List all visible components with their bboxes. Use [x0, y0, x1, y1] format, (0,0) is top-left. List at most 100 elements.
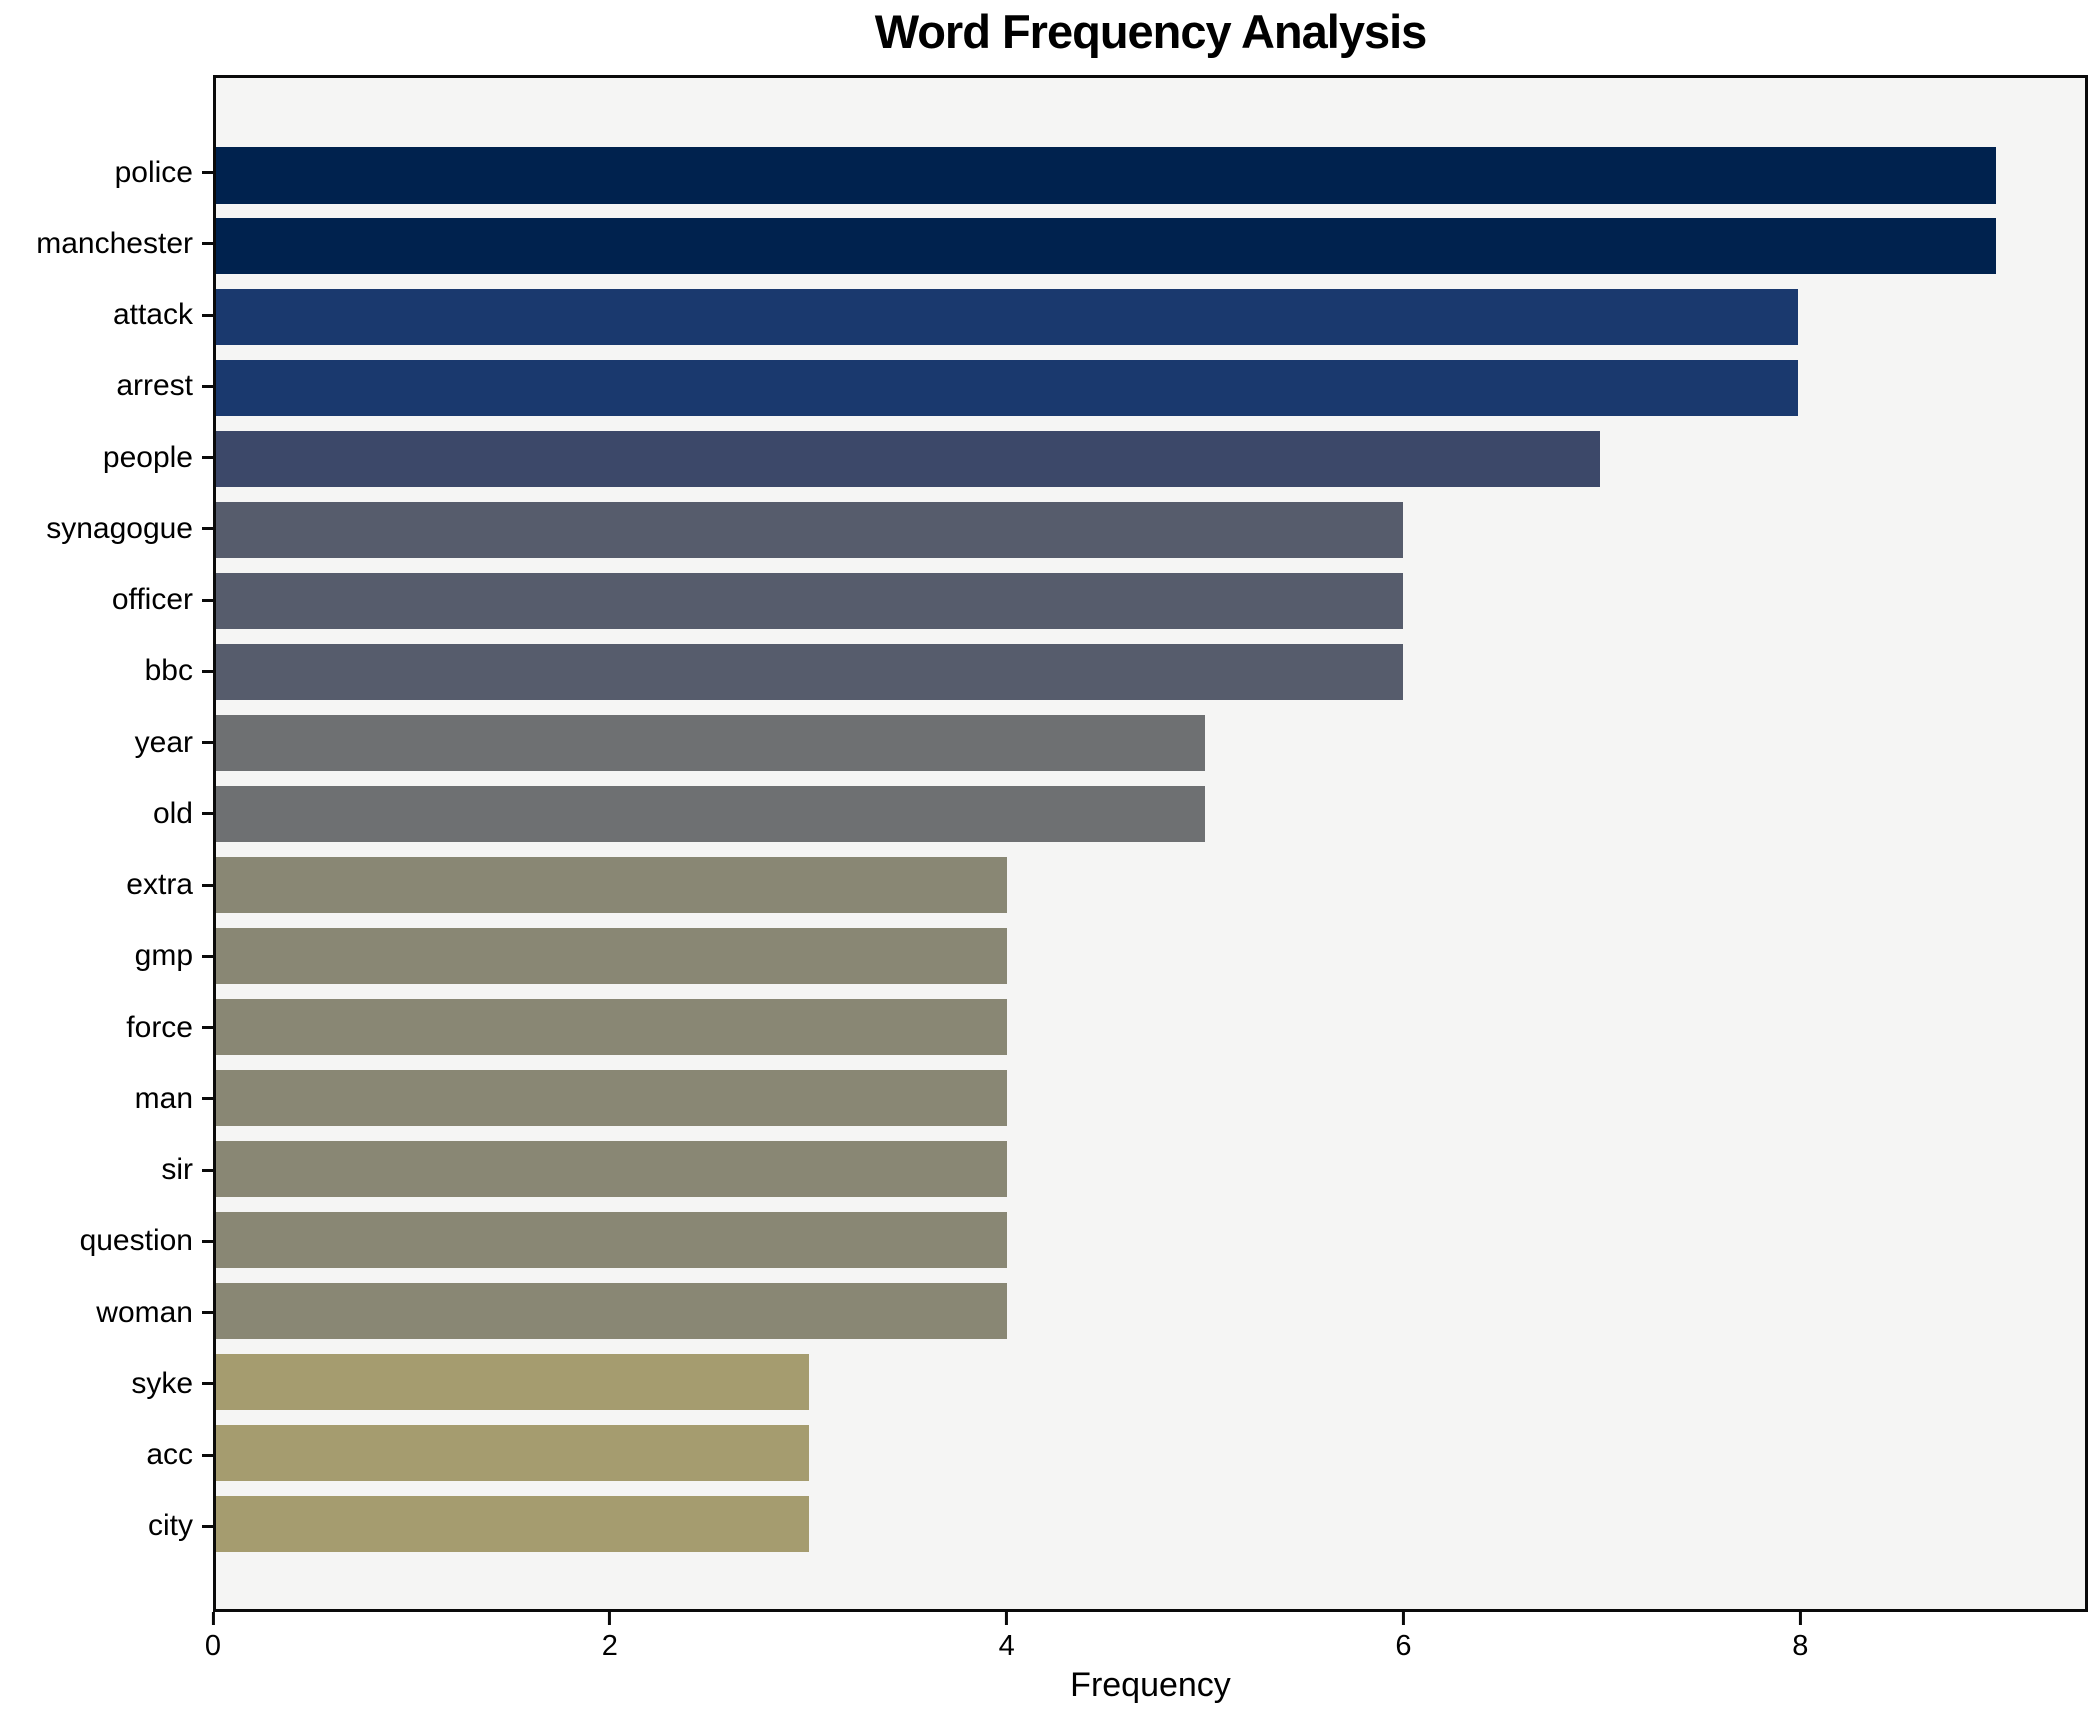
y-tick-mark — [202, 456, 213, 460]
y-tick-label: woman — [96, 1295, 193, 1329]
y-tick-row: sir — [0, 1135, 213, 1206]
y-tick-label: sir — [161, 1153, 193, 1187]
bar-row — [216, 991, 2085, 1062]
y-tick-row: attack — [0, 280, 213, 351]
bar-arrest — [216, 360, 1799, 417]
y-tick-mark — [202, 598, 213, 602]
y-tick-label: syke — [131, 1366, 193, 1400]
x-tick: 0 — [205, 1612, 221, 1661]
y-tick-mark — [202, 1026, 213, 1030]
bar-row — [216, 779, 2085, 850]
y-tick-label: people — [102, 440, 193, 474]
x-tick-mark — [608, 1612, 612, 1625]
bar-row — [216, 708, 2085, 779]
bar-row — [216, 850, 2085, 921]
y-tick-row: man — [0, 1063, 213, 1134]
y-tick-mark — [202, 384, 213, 388]
y-tick-label: city — [148, 1509, 193, 1543]
y-tick-mark — [202, 527, 213, 531]
bar-row — [216, 1488, 2085, 1559]
bar-row — [216, 1275, 2085, 1346]
y-tick-label: acc — [146, 1438, 193, 1472]
plot-area — [213, 75, 2088, 1612]
x-tick: 6 — [1395, 1612, 1412, 1662]
y-tick-label: attack — [112, 298, 193, 332]
y-tick-row: bbc — [0, 636, 213, 707]
y-tick-row: city — [0, 1491, 213, 1562]
y-tick-row: acc — [0, 1420, 213, 1491]
y-tick-mark — [202, 171, 213, 175]
y-tick-label: officer — [111, 583, 193, 617]
bar-old — [216, 786, 1205, 843]
y-tick-mark — [202, 242, 213, 246]
y-tick-row: manchester — [0, 208, 213, 279]
bars-container — [216, 140, 2085, 1559]
y-tick-row: gmp — [0, 921, 213, 992]
y-tick-mark — [202, 1311, 213, 1315]
bar-row — [216, 566, 2085, 637]
bar-row — [216, 211, 2085, 282]
x-tick-label: 0 — [204, 1630, 222, 1662]
x-axis: 0 2 4 6 8 — [205, 1612, 2088, 1692]
y-tick-mark — [202, 1097, 213, 1101]
y-tick-label: manchester — [36, 226, 193, 260]
x-tick-mark — [211, 1612, 215, 1625]
x-tick-label: 8 — [1792, 1630, 1809, 1662]
y-tick-label: police — [114, 155, 193, 189]
y-tick-row: extra — [0, 850, 213, 921]
bar-synagogue — [216, 502, 1403, 559]
bar-question — [216, 1211, 1008, 1268]
x-axis-label: Frequency — [1070, 1666, 1231, 1704]
bar-row — [216, 495, 2085, 566]
bar-people — [216, 431, 1601, 488]
bar-police — [216, 147, 1996, 204]
y-tick-label: arrest — [116, 369, 193, 403]
y-tick-row: officer — [0, 565, 213, 636]
y-tick-label: old — [152, 796, 193, 830]
y-tick-row: old — [0, 778, 213, 849]
y-tick-mark — [202, 1168, 213, 1172]
bar-syke — [216, 1353, 810, 1410]
y-tick-label: bbc — [144, 654, 193, 688]
bar-gmp — [216, 927, 1008, 984]
bar-row — [216, 1204, 2085, 1275]
bar-attack — [216, 289, 1799, 346]
y-tick-mark — [202, 669, 213, 673]
y-tick-row: year — [0, 707, 213, 778]
bar-officer — [216, 573, 1403, 630]
bar-bbc — [216, 644, 1403, 701]
x-tick-label: 6 — [1395, 1630, 1412, 1662]
y-tick-mark — [202, 954, 213, 958]
y-tick-row: force — [0, 992, 213, 1063]
y-tick-label: year — [134, 725, 193, 759]
y-tick-row: question — [0, 1206, 213, 1277]
x-tick-label: 4 — [998, 1630, 1015, 1662]
y-tick-mark — [202, 883, 213, 887]
y-tick-row: arrest — [0, 351, 213, 422]
y-tick-row: synagogue — [0, 493, 213, 564]
x-tick-label: 2 — [601, 1630, 618, 1662]
x-tick-mark — [1401, 1612, 1405, 1625]
y-tick-label: synagogue — [46, 511, 193, 545]
bar-year — [216, 715, 1205, 772]
y-tick-label: man — [134, 1081, 193, 1115]
x-tick-mark — [1798, 1612, 1802, 1625]
y-tick-row: syke — [0, 1348, 213, 1419]
bar-force — [216, 998, 1008, 1055]
bar-row — [216, 1062, 2085, 1133]
bar-manchester — [216, 218, 1996, 275]
bar-acc — [216, 1424, 810, 1481]
bar-sir — [216, 1140, 1008, 1197]
y-tick-row: people — [0, 422, 213, 493]
bar-extra — [216, 856, 1008, 914]
y-tick-mark — [202, 1524, 213, 1528]
y-tick-row: police — [0, 137, 213, 208]
y-tick-mark — [202, 1382, 213, 1386]
y-tick-label: question — [79, 1224, 193, 1258]
x-tick: 8 — [1792, 1612, 1808, 1661]
y-tick-mark — [202, 812, 213, 816]
bar-row — [216, 282, 2085, 353]
bar-row — [216, 1133, 2085, 1204]
y-tick-row: woman — [0, 1277, 213, 1348]
